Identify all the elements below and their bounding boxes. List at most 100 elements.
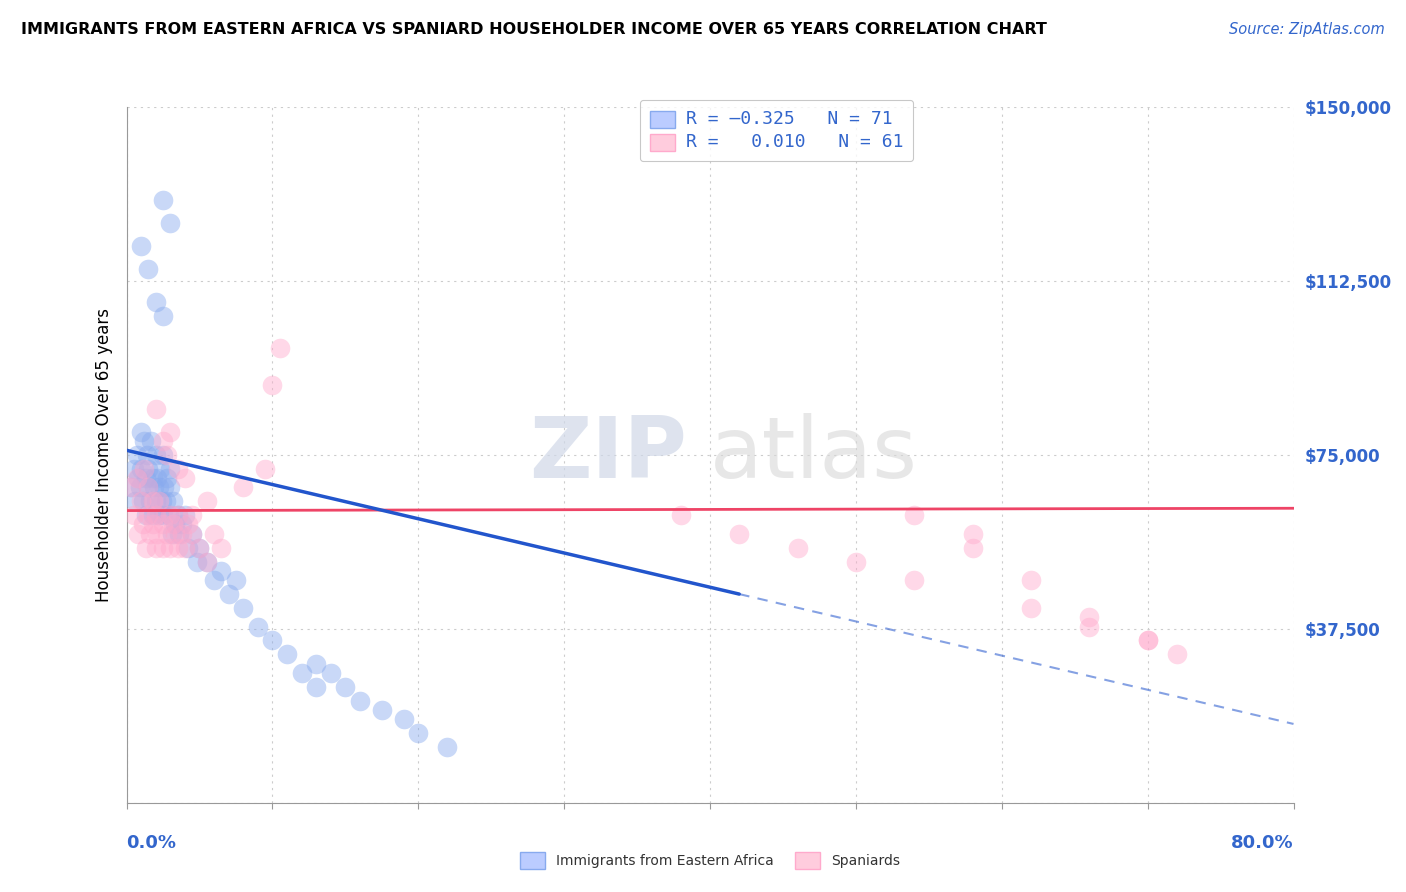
Point (349, 694, 371, 708)
Point (202, 573, 225, 587)
Point (436, 740, 458, 755)
Point (145, 401, 167, 416)
Point (174, 541, 197, 555)
Point (903, 508, 925, 523)
Point (225, 573, 247, 587)
Point (142, 517, 165, 532)
Point (163, 517, 186, 532)
Text: ZIP: ZIP (529, 413, 686, 497)
Point (186, 555, 208, 569)
Point (148, 494, 170, 508)
Point (131, 494, 153, 508)
Point (159, 462, 181, 476)
Point (155, 494, 177, 508)
Point (262, 378, 284, 392)
Point (146, 526, 169, 541)
Point (170, 526, 193, 541)
Point (138, 480, 160, 494)
Text: 0.0%: 0.0% (127, 834, 177, 852)
Point (177, 517, 200, 532)
Point (149, 462, 172, 476)
Point (125, 448, 148, 462)
Point (188, 541, 211, 555)
Point (127, 471, 149, 485)
Point (129, 239, 152, 253)
Point (159, 480, 181, 494)
Point (319, 665, 342, 680)
Point (122, 462, 145, 476)
Point (125, 471, 148, 485)
Point (1136, 633, 1159, 648)
Point (129, 425, 152, 439)
Point (143, 480, 166, 494)
Text: IMMIGRANTS FROM EASTERN AFRICA VS SPANIARD HOUSEHOLDER INCOME OVER 65 YEARS CORR: IMMIGRANTS FROM EASTERN AFRICA VS SPANIA… (21, 22, 1047, 37)
Point (134, 508, 156, 523)
Point (136, 448, 159, 462)
Point (167, 526, 190, 541)
Point (163, 526, 186, 541)
Point (152, 193, 174, 207)
Point (150, 494, 173, 508)
Point (202, 526, 225, 541)
Point (166, 462, 188, 476)
Point (1019, 601, 1042, 615)
Point (160, 526, 183, 541)
Y-axis label: Householder Income Over 65 years: Householder Income Over 65 years (94, 308, 112, 602)
Point (148, 480, 170, 494)
Point (159, 425, 181, 439)
Point (305, 657, 328, 671)
Point (152, 508, 174, 523)
Point (174, 508, 197, 523)
Point (903, 573, 925, 587)
Point (138, 480, 160, 494)
Point (138, 262, 160, 277)
Point (195, 555, 218, 569)
Text: atlas: atlas (710, 413, 918, 497)
Point (408, 726, 430, 740)
Point (218, 587, 240, 601)
Point (142, 494, 165, 508)
Point (188, 541, 211, 555)
Point (166, 508, 188, 523)
Point (209, 541, 232, 555)
Point (371, 703, 394, 717)
Point (129, 462, 152, 476)
Point (1019, 573, 1042, 587)
Point (305, 680, 328, 694)
Point (181, 526, 204, 541)
Point (156, 448, 179, 462)
Point (1078, 610, 1101, 624)
Point (141, 434, 163, 448)
Point (290, 665, 312, 680)
Point (134, 471, 156, 485)
Point (145, 294, 167, 309)
Point (181, 526, 204, 541)
Point (195, 494, 218, 508)
Point (1136, 633, 1159, 648)
Point (209, 564, 232, 578)
Point (166, 541, 188, 555)
Point (122, 508, 145, 523)
Point (152, 541, 174, 555)
Point (246, 619, 269, 633)
Text: 80.0%: 80.0% (1230, 834, 1294, 852)
Point (131, 517, 153, 532)
Point (262, 633, 284, 648)
Point (152, 434, 174, 448)
Point (132, 434, 155, 448)
Point (152, 309, 174, 323)
Point (156, 471, 179, 485)
Point (181, 508, 204, 523)
Point (148, 508, 170, 523)
Point (159, 508, 181, 523)
Text: Source: ZipAtlas.com: Source: ZipAtlas.com (1229, 22, 1385, 37)
Point (162, 517, 184, 532)
Point (962, 526, 984, 541)
Point (142, 471, 165, 485)
Point (962, 541, 984, 555)
Point (145, 541, 167, 555)
Point (392, 712, 415, 726)
Point (174, 471, 197, 485)
Point (335, 680, 357, 694)
Point (128, 480, 150, 494)
